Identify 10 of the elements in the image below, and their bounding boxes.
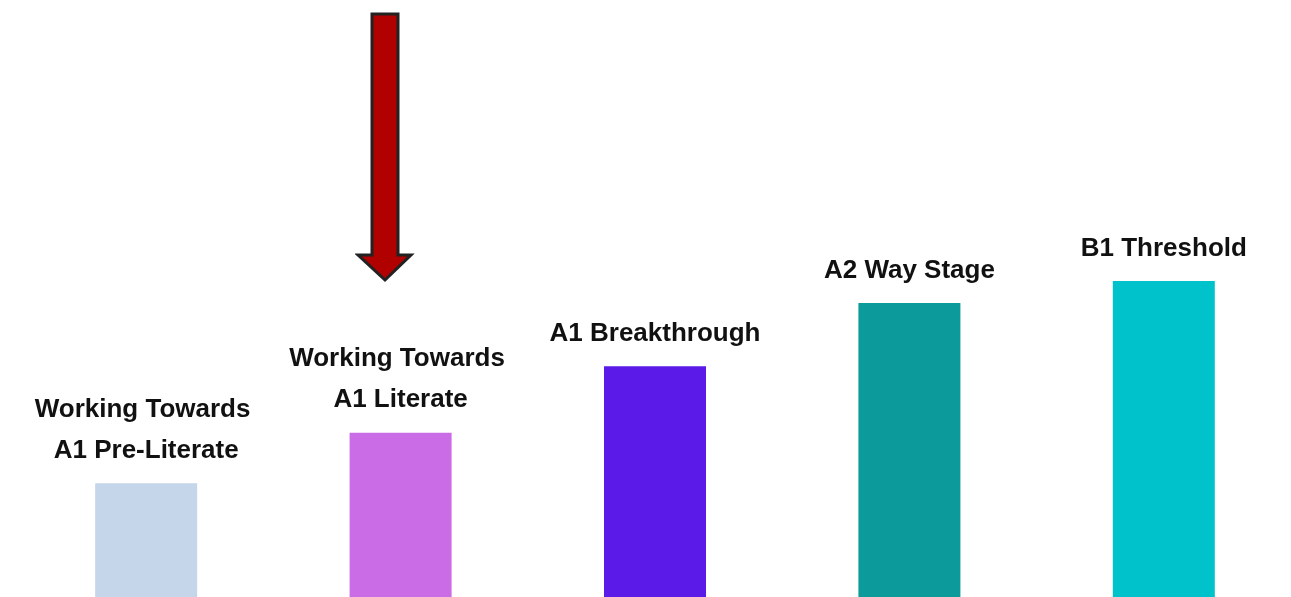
x-tick-label: Working Towards A1 Pre-Literate [34,392,258,464]
x-tick-label: A1 Breakthrough [549,316,761,347]
x-tick-label: A2 Way Stage [823,253,995,284]
bar [349,432,452,597]
bar [1112,281,1215,597]
bar [858,303,961,597]
x-tick-label: Working Towards A1 Literate [289,342,513,414]
bar [95,483,198,597]
x-tick-label: B1 Threshold [1080,231,1247,262]
bar [604,366,706,597]
